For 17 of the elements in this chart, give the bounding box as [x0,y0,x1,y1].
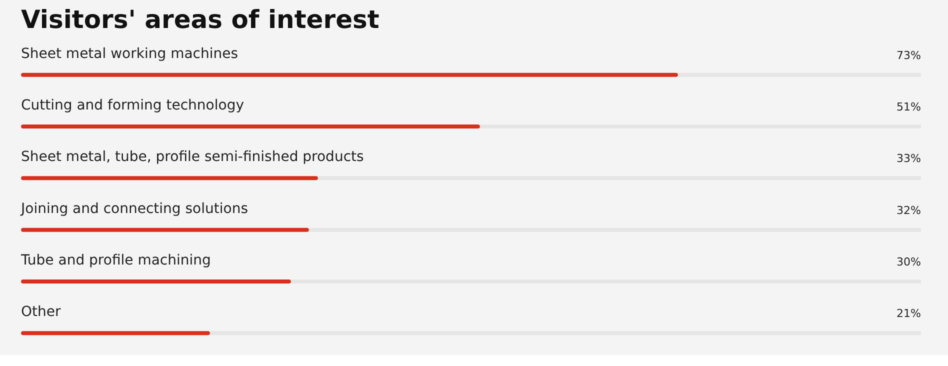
y-tick-label: Cutting and forming technology [21,98,244,114]
data-label: 21% [896,307,921,320]
data-label: 51% [896,100,921,114]
data-label: 33% [896,152,921,166]
y-tick-label: Tube and profile machining [20,252,211,268]
bar [21,331,210,336]
y-tick-label: Sheet metal working machines [21,46,238,62]
data-label: 73% [896,48,921,62]
y-tick-label: Joining and connecting solutions [20,200,248,217]
bar [21,280,291,284]
chart-title: Visitors' areas of interest [21,5,380,34]
bar [21,228,309,232]
y-tick-label: Other [21,304,61,320]
y-tick-label: Sheet metal, tube, profile semi-finished products [21,149,364,166]
data-label: 30% [896,256,921,268]
data-label: 32% [896,204,921,217]
bar [21,176,318,180]
